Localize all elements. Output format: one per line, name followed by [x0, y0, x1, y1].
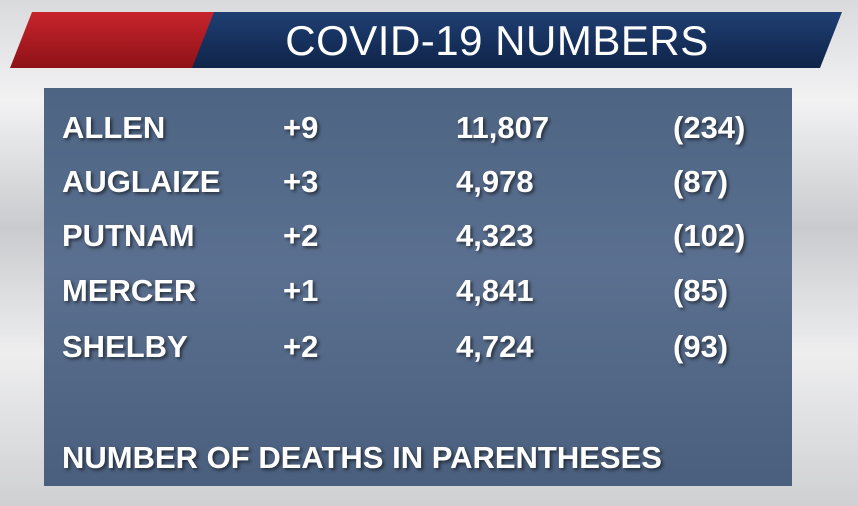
total-cases: 11,807	[456, 110, 550, 145]
deaths: (87)	[673, 164, 729, 199]
county-name: PUTNAM	[62, 218, 195, 253]
deaths: (234)	[673, 110, 746, 145]
county-name: AUGLAIZE	[62, 164, 221, 199]
deaths: (93)	[673, 329, 729, 364]
new-cases: +2	[283, 218, 319, 253]
banner	[192, 12, 842, 68]
deaths: (102)	[673, 218, 746, 253]
county-name: ALLEN	[62, 110, 166, 145]
panel	[44, 88, 792, 486]
footer-note: NUMBER OF DEATHS IN PARENTHESES	[62, 440, 662, 475]
new-cases: +9	[283, 110, 319, 145]
total-cases: 4,978	[456, 164, 534, 199]
county-name: SHELBY	[62, 329, 188, 364]
total-cases: 4,724	[456, 329, 534, 364]
total-cases: 4,841	[456, 273, 534, 308]
total-cases: 4,323	[456, 218, 534, 253]
title: COVID-19 NUMBERS	[285, 17, 709, 64]
county-name: MERCER	[62, 273, 197, 308]
new-cases: +3	[283, 164, 319, 199]
banner-accent	[10, 12, 225, 68]
new-cases: +2	[283, 329, 319, 364]
new-cases: +1	[283, 273, 319, 308]
deaths: (85)	[673, 273, 729, 308]
